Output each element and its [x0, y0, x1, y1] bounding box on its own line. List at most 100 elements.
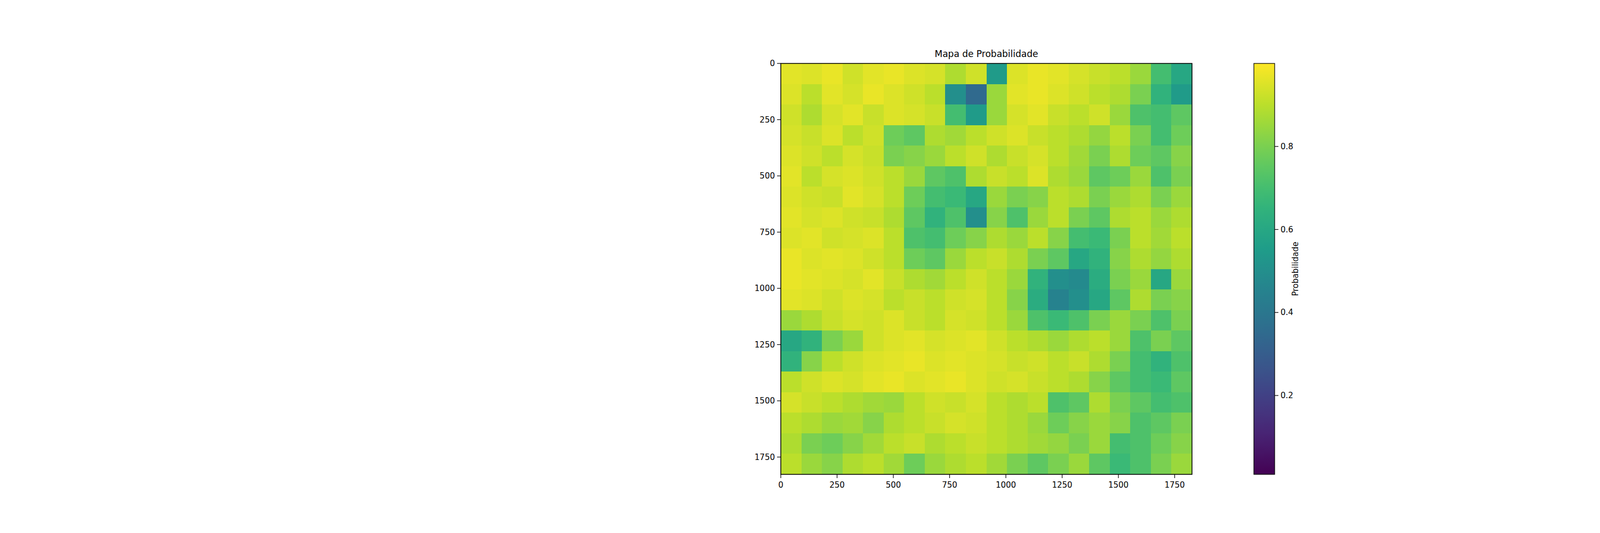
cell: [780, 227, 802, 249]
cell: [1109, 125, 1131, 147]
cell: [780, 269, 802, 291]
cell: [1150, 289, 1172, 311]
cell: [1048, 330, 1069, 352]
cell: [1006, 412, 1028, 434]
cell: [1068, 392, 1090, 414]
cell: [924, 453, 946, 475]
cell: [801, 412, 823, 434]
cell: [801, 84, 823, 106]
cell: [1006, 351, 1028, 373]
cell: [1027, 145, 1049, 167]
cell: [945, 310, 966, 332]
cell: [1109, 330, 1131, 352]
cell: [801, 125, 823, 147]
cell: [945, 433, 966, 455]
cell: [780, 104, 802, 126]
cell: [945, 125, 966, 147]
cell: [965, 412, 987, 434]
cell: [1109, 289, 1131, 311]
cell: [1109, 84, 1131, 106]
cell: [1130, 207, 1151, 229]
cell: [965, 351, 987, 373]
cell: [965, 269, 987, 291]
cell: [1109, 166, 1131, 188]
cell: [1048, 125, 1069, 147]
cell: [1068, 269, 1090, 291]
cell: [945, 330, 966, 352]
cell: [821, 63, 843, 85]
cell: [1006, 227, 1028, 249]
cell: [1048, 227, 1069, 249]
cell: [883, 63, 905, 85]
cell: [1048, 371, 1069, 393]
cell: [924, 248, 946, 270]
cell: [862, 453, 884, 475]
cell: [924, 289, 946, 311]
cell: [862, 186, 884, 208]
cell: [842, 351, 864, 373]
cell: [1171, 145, 1192, 167]
cell: [862, 166, 884, 188]
cell: [842, 84, 864, 106]
cell: [1171, 125, 1192, 147]
cell: [1068, 371, 1090, 393]
y-tick-label: 1500: [754, 396, 775, 406]
cell: [904, 351, 925, 373]
cell: [1130, 125, 1151, 147]
cell: [945, 63, 966, 85]
cell: [1109, 351, 1131, 373]
cell: [1089, 371, 1110, 393]
x-tick-label: 1500: [1108, 480, 1129, 491]
cell: [1150, 145, 1172, 167]
cell: [1109, 186, 1131, 208]
x-tick: [1117, 474, 1119, 479]
cell: [780, 145, 802, 167]
cell: [801, 207, 823, 229]
cell: [1089, 63, 1110, 85]
cell: [1089, 453, 1110, 475]
cell: [1109, 371, 1131, 393]
cell: [821, 412, 843, 434]
cell: [780, 186, 802, 208]
cell: [862, 269, 884, 291]
y-tick: [777, 288, 781, 289]
cell: [842, 125, 864, 147]
cell: [1130, 227, 1151, 249]
cell: [904, 453, 925, 475]
cell: [986, 104, 1008, 126]
cell: [1150, 248, 1172, 270]
cell: [965, 310, 987, 332]
cell: [780, 166, 802, 188]
cell: [965, 145, 987, 167]
cell: [965, 63, 987, 85]
y-tick: [777, 457, 781, 458]
cell: [801, 166, 823, 188]
cell: [1048, 248, 1069, 270]
cell: [1089, 412, 1110, 434]
cell: [780, 330, 802, 352]
cell: [1027, 186, 1049, 208]
cell: [1130, 330, 1151, 352]
chart: Mapa de Probabilidade0250500750100012501…: [0, 0, 1600, 533]
cell: [1068, 433, 1090, 455]
cell: [1089, 166, 1110, 188]
cell: [1171, 269, 1192, 291]
cell: [924, 371, 946, 393]
cell: [1171, 351, 1192, 373]
cell: [1027, 63, 1049, 85]
cell: [862, 145, 884, 167]
cell: [1150, 63, 1172, 85]
cell: [1006, 207, 1028, 229]
cell: [1150, 269, 1172, 291]
cell: [904, 289, 925, 311]
cell: [1089, 351, 1110, 373]
y-tick-label: 1250: [754, 340, 775, 350]
cell: [1068, 412, 1090, 434]
x-tick-label: 250: [829, 480, 845, 491]
cell: [821, 84, 843, 106]
cell: [1048, 63, 1069, 85]
cell: [1006, 145, 1028, 167]
cell: [1068, 330, 1090, 352]
y-tick-label: 750: [759, 227, 775, 238]
cell: [1068, 104, 1090, 126]
